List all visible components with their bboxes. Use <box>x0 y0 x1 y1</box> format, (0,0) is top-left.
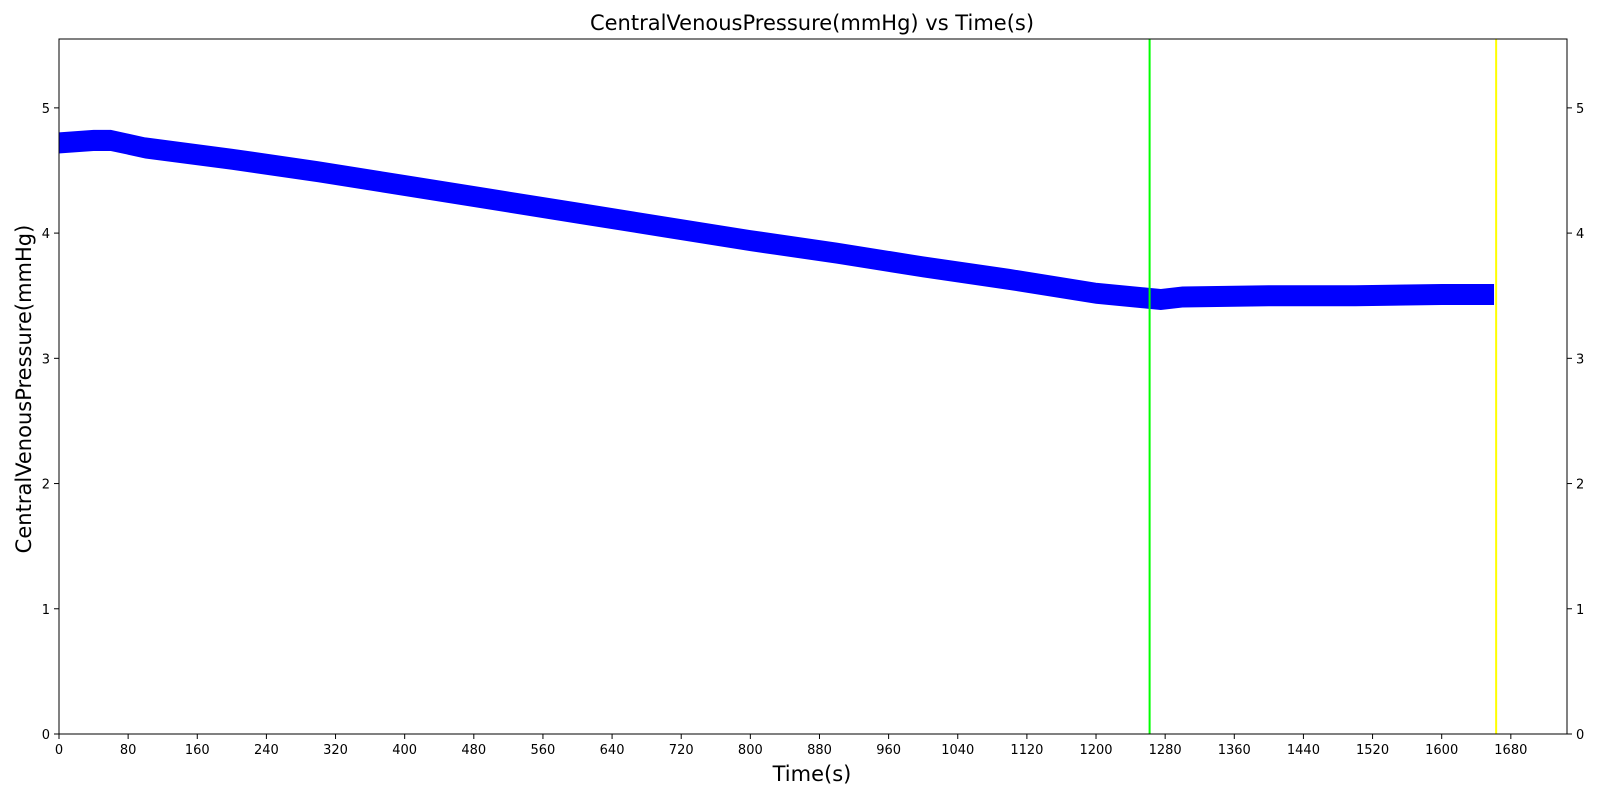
x-tick-label: 1520 <box>1356 743 1389 758</box>
x-tick-label: 480 <box>461 743 486 758</box>
y-tick-label-right: 3 <box>1576 352 1584 367</box>
x-tick-label: 800 <box>738 743 763 758</box>
y-tick-label-left: 5 <box>42 102 50 117</box>
x-tick-label: 720 <box>669 743 694 758</box>
chart-title: CentralVenousPressure(mmHg) vs Time(s) <box>590 11 1034 35</box>
y-tick-label-right: 4 <box>1576 227 1584 242</box>
y-axis-title: CentralVenousPressure(mmHg) <box>12 225 36 554</box>
x-tick-label: 560 <box>531 743 556 758</box>
plot-frame <box>58 38 1568 735</box>
x-tick-label: 1680 <box>1494 743 1527 758</box>
x-tick-label: 80 <box>120 743 137 758</box>
x-tick-label: 1600 <box>1425 743 1458 758</box>
plot-area: 0 80 160 240 320 400 480 560 640 720 800 880 960 1040… <box>42 38 1584 758</box>
x-tick-label: 240 <box>254 743 279 758</box>
y-tick-label-right: 1 <box>1576 603 1584 618</box>
x-axis-title: Time(s) <box>772 762 852 786</box>
x-tick-label: 160 <box>185 743 210 758</box>
y-tick-label-left: 4 <box>42 227 50 242</box>
x-tick-label: 1120 <box>1010 743 1043 758</box>
x-tick-label: 1040 <box>941 743 974 758</box>
x-tick-label: 1440 <box>1287 743 1320 758</box>
x-tick-label: 320 <box>323 743 348 758</box>
y-tick-label-left: 1 <box>42 603 50 618</box>
x-tick-label: 1360 <box>1218 743 1251 758</box>
y-tick-label-left: 3 <box>42 352 50 367</box>
y-tick-label-right: 5 <box>1576 102 1584 117</box>
x-tick-label: 880 <box>807 743 832 758</box>
y-tick-label-left: 0 <box>42 728 50 743</box>
y-tick-label-right: 2 <box>1576 478 1584 493</box>
x-tick-label: 400 <box>392 743 417 758</box>
x-tick-label: 1280 <box>1149 743 1182 758</box>
y-tick-label-left: 2 <box>42 478 50 493</box>
y-tick-label-right: 0 <box>1576 728 1584 743</box>
x-tick-label: 0 <box>55 743 63 758</box>
x-tick-label: 960 <box>876 743 901 758</box>
series-band-0 <box>58 129 1495 310</box>
x-tick-label: 1200 <box>1079 743 1112 758</box>
x-tick-label: 640 <box>600 743 625 758</box>
